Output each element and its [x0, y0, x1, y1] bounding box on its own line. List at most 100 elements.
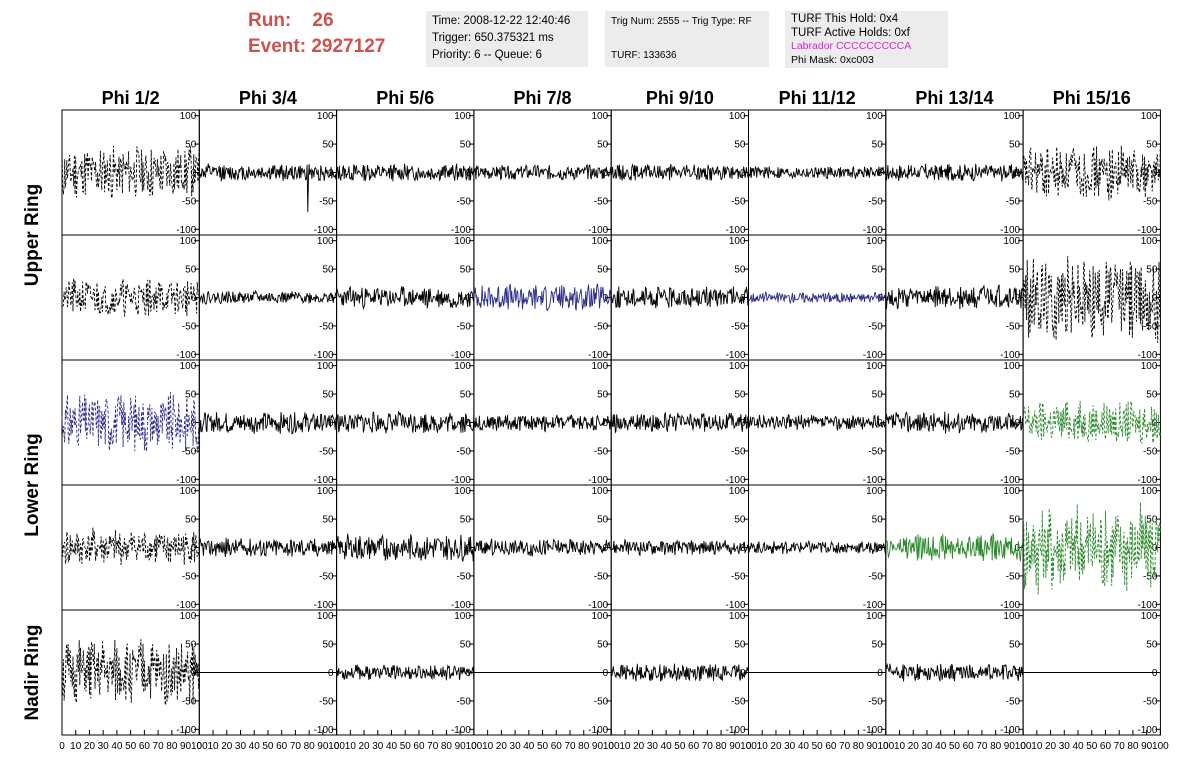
y-tick-label: 100	[317, 236, 334, 247]
y-tick-label: -50	[319, 571, 334, 582]
x-tick-label: 10	[345, 741, 357, 752]
trigger-text: Trigger: 650.375321 ms	[432, 32, 554, 44]
x-tick-label: 40	[661, 741, 673, 752]
event-value: 2927127	[311, 36, 386, 57]
phi-mask-text: Phi Mask: 0xc003	[791, 53, 874, 66]
y-tick-label: 100	[1141, 236, 1158, 247]
y-tick-label: 0	[328, 293, 334, 304]
x-tick-label: 0	[59, 741, 65, 752]
turf-active-holds-text: TURF Active Holds: 0xf	[791, 26, 910, 39]
y-tick-label: 100	[317, 111, 334, 122]
x-tick-label: 30	[372, 741, 384, 752]
y-tick-label: -50	[731, 571, 746, 582]
y-tick-label: -50	[868, 446, 883, 457]
y-tick-label: -100	[176, 225, 196, 236]
y-tick-label: -50	[731, 446, 746, 457]
y-tick-label: -50	[456, 446, 471, 457]
waveform-line	[748, 290, 887, 305]
x-tick-label: 10	[482, 741, 494, 752]
y-tick-label: 0	[1152, 543, 1158, 554]
x-tick-label: 0	[608, 741, 614, 752]
time-info-box: Time: 2008-12-22 12:40:46 Trigger: 650.3…	[426, 11, 588, 67]
waveform-line	[198, 537, 337, 558]
y-tick-label: 100	[1003, 236, 1020, 247]
y-tick-label: 100	[1003, 486, 1020, 497]
y-tick-label: -50	[594, 571, 609, 582]
y-tick-label: 100	[729, 486, 746, 497]
x-tick-label: 20	[496, 741, 508, 752]
panel-frame	[61, 359, 200, 486]
y-tick-label: -100	[451, 475, 471, 486]
priority-text: Priority: 6 -- Queue: 6	[432, 49, 542, 61]
x-tick-label: 90	[180, 741, 192, 752]
y-tick-label: -50	[319, 696, 334, 707]
x-tick-label: 30	[98, 741, 110, 752]
run-label: Run:	[248, 10, 292, 31]
x-tick-label: 40	[1072, 741, 1084, 752]
y-tick-label: 50	[1146, 390, 1158, 401]
x-tick-label: 80	[1127, 741, 1139, 752]
x-tick-label: 60	[1100, 741, 1112, 752]
y-tick-label: 50	[322, 390, 334, 401]
waveform-line	[473, 164, 612, 181]
x-tick-label: 30	[784, 741, 796, 752]
x-tick-label: 80	[990, 741, 1002, 752]
x-tick-label: 90	[592, 741, 604, 752]
y-tick-label: 100	[729, 361, 746, 372]
x-tick-label: 90	[317, 741, 329, 752]
y-tick-label: -50	[1006, 571, 1021, 582]
y-tick-label: 0	[603, 168, 609, 179]
column-header: Phi 5/6	[376, 88, 434, 108]
x-tick-label: 80	[441, 741, 453, 752]
y-tick-label: -50	[731, 321, 746, 332]
y-tick-label: 100	[180, 486, 197, 497]
y-tick-label: 100	[454, 111, 471, 122]
y-tick-label: -50	[731, 696, 746, 707]
waveform-line	[1022, 256, 1161, 343]
y-tick-label: -50	[456, 196, 471, 207]
y-tick-label: -50	[868, 196, 883, 207]
y-tick-label: -50	[456, 321, 471, 332]
y-tick-label: 50	[597, 640, 609, 651]
x-tick-label: 70	[427, 741, 439, 752]
waveform-line	[1022, 145, 1161, 201]
column-header: Phi 11/12	[779, 88, 856, 108]
y-tick-label: -100	[1000, 350, 1020, 361]
y-tick-label: -50	[1006, 696, 1021, 707]
y-tick-label: 50	[1009, 265, 1021, 276]
y-tick-label: 50	[460, 640, 472, 651]
column-header: Phi 7/8	[514, 88, 572, 108]
x-tick-label: 40	[249, 741, 261, 752]
y-tick-label: -100	[1000, 225, 1020, 236]
y-tick-label: 50	[322, 140, 334, 151]
waveform-line	[336, 410, 475, 434]
panel-frame	[1022, 484, 1161, 611]
y-tick-label: -50	[319, 321, 334, 332]
y-tick-label: -100	[1000, 725, 1020, 736]
y-tick-label: 100	[729, 236, 746, 247]
y-tick-label: 100	[1141, 611, 1158, 622]
x-tick-label: 20	[84, 741, 96, 752]
x-tick-label: 90	[729, 741, 741, 752]
waveform-line	[885, 532, 1024, 562]
x-tick-label: 90	[1004, 741, 1016, 752]
x-tick-label: 50	[125, 741, 137, 752]
y-tick-label: -50	[731, 196, 746, 207]
trig-info-box: Trig Num: 2555 -- Trig Type: RF TURF: 13…	[605, 11, 769, 67]
y-tick-label: -100	[725, 350, 745, 361]
y-tick-label: 0	[877, 668, 883, 679]
y-tick-label: 100	[592, 361, 609, 372]
waveform-line	[885, 662, 1024, 682]
y-tick-label: -100	[725, 225, 745, 236]
y-tick-label: 100	[866, 611, 883, 622]
y-tick-label: 50	[872, 140, 884, 151]
waveform-line	[610, 663, 749, 682]
y-tick-label: -100	[725, 475, 745, 486]
x-tick-label: 100	[1152, 741, 1169, 752]
y-tick-label: 100	[317, 361, 334, 372]
y-tick-label: 50	[1009, 640, 1021, 651]
y-tick-label: -100	[176, 350, 196, 361]
y-tick-label: -50	[594, 446, 609, 457]
y-tick-label: 50	[1009, 140, 1021, 151]
